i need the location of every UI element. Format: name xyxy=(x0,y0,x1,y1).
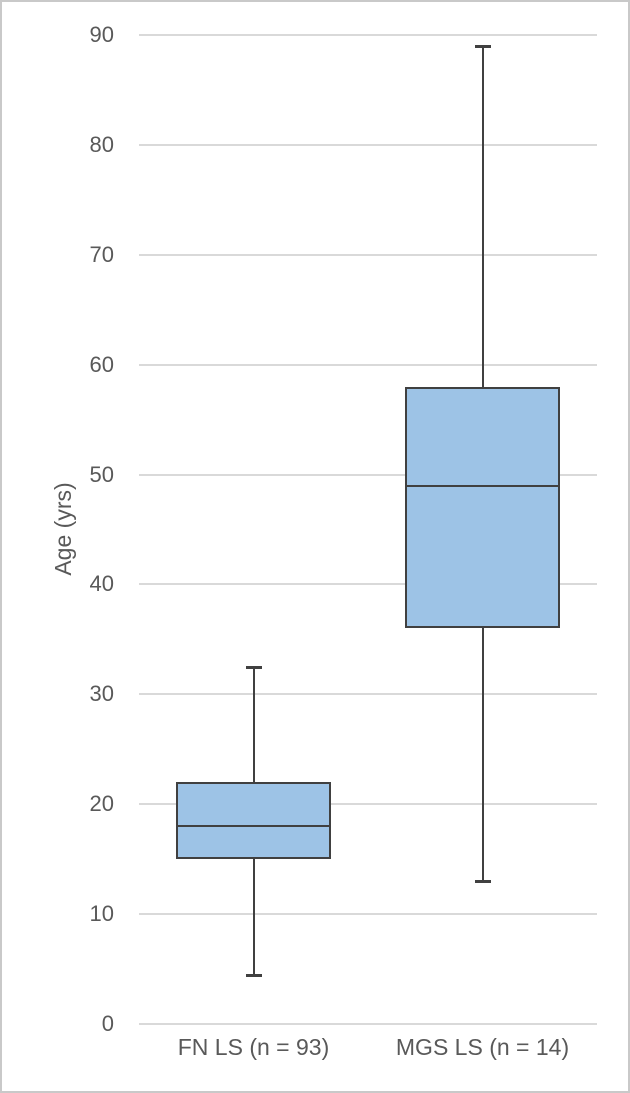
gridline xyxy=(139,253,597,256)
gridline xyxy=(139,913,597,916)
median-line xyxy=(176,825,331,828)
box xyxy=(176,782,331,860)
y-tick-label: 70 xyxy=(89,241,114,267)
gridline xyxy=(139,803,597,806)
y-tick-label: 10 xyxy=(89,901,114,927)
y-tick-label: 40 xyxy=(89,571,114,597)
gridline xyxy=(139,1023,597,1025)
x-category-label: FN LS (n = 93) xyxy=(177,1034,330,1060)
gridline xyxy=(139,143,597,146)
x-category-label: MGS LS (n = 14) xyxy=(395,1034,570,1060)
y-tick-label: 90 xyxy=(89,22,114,47)
y-tick-label: 50 xyxy=(89,461,114,487)
y-tick-label: 0 xyxy=(101,1011,114,1036)
gridline xyxy=(139,693,597,696)
gridline xyxy=(139,34,597,36)
y-axis-title: Age (yrs) xyxy=(50,482,76,576)
whisker-cap-min xyxy=(474,880,491,884)
y-tick-label: 60 xyxy=(89,351,114,377)
y-tick-label: 20 xyxy=(89,791,114,817)
whisker-cap-min xyxy=(245,973,262,977)
y-tick-label: 80 xyxy=(89,131,114,157)
whisker-cap-max xyxy=(245,665,262,669)
gridline xyxy=(139,583,597,586)
median-line xyxy=(405,484,560,487)
y-tick-label: 30 xyxy=(89,681,114,707)
gridline xyxy=(139,473,597,476)
whisker-cap-max xyxy=(474,44,491,48)
gridline xyxy=(139,363,597,366)
box xyxy=(405,386,560,629)
